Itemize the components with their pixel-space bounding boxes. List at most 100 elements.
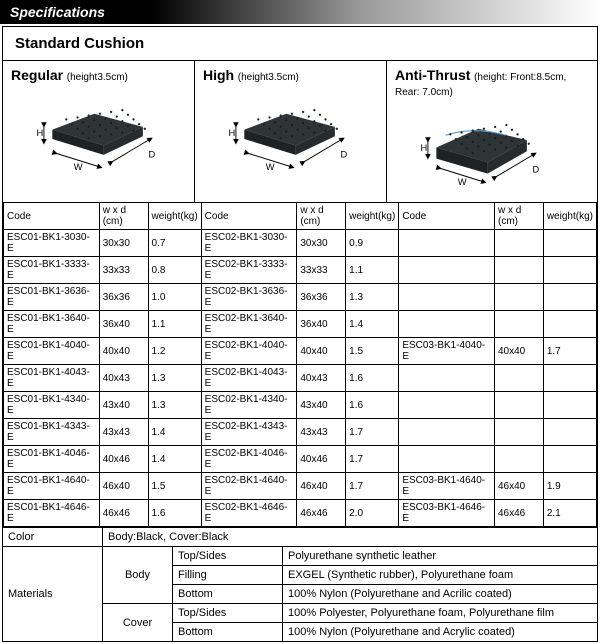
cover-label: Cover (103, 603, 173, 641)
table-cell: 1.0 (148, 284, 201, 311)
table-cell: 1.5 (148, 473, 201, 500)
table-cell: 30x30 (99, 230, 148, 257)
table-cell (495, 311, 544, 338)
table-cell (543, 392, 596, 419)
table-cell: 36x40 (99, 311, 148, 338)
table-cell: 1.1 (346, 257, 399, 284)
table-cell (399, 446, 495, 473)
table-cell: 0.7 (148, 230, 201, 257)
table-cell (495, 365, 544, 392)
table-cell (543, 419, 596, 446)
table-cell: ESC03-BK1-4040-E (399, 338, 495, 365)
svg-text:H: H (420, 143, 427, 153)
table-row: ESC01-BK1-4040-E40x401.2ESC02-BK1-4040-E… (4, 338, 597, 365)
table-cell: 46x46 (297, 500, 346, 527)
table-cell: 33x33 (297, 257, 346, 284)
table-cell: 43x40 (99, 392, 148, 419)
table-cell: 40x46 (99, 446, 148, 473)
table-cell: 0.9 (346, 230, 399, 257)
table-row: ESC01-BK1-4046-E40x461.4ESC02-BK1-4046-E… (4, 446, 597, 473)
table-cell: ESC02-BK1-3333-E (201, 257, 297, 284)
col-header: w x d (cm) (99, 203, 148, 230)
svg-text:D: D (532, 165, 539, 175)
variant-high: High (height3.5cm) H W D (195, 61, 387, 202)
table-cell: 1.2 (148, 338, 201, 365)
table-cell: 46x40 (495, 473, 544, 500)
table-cell: ESC02-BK1-3640-E (201, 311, 297, 338)
variant-title: High (height3.5cm) (203, 67, 378, 83)
table-cell (495, 419, 544, 446)
table-cell: 40x40 (495, 338, 544, 365)
table-cell (495, 257, 544, 284)
table-cell: 0.8 (148, 257, 201, 284)
table-cell: 1.6 (346, 392, 399, 419)
table-cell: ESC02-BK1-4640-E (201, 473, 297, 500)
table-cell: ESC01-BK1-4340-E (4, 392, 100, 419)
table-cell (543, 365, 596, 392)
table-cell: 36x36 (297, 284, 346, 311)
table-row: ESC01-BK1-3333-E33x330.8ESC02-BK1-3333-E… (4, 257, 597, 284)
table-cell: ESC01-BK1-3636-E (4, 284, 100, 311)
table-cell: 40x43 (297, 365, 346, 392)
table-cell: 33x33 (99, 257, 148, 284)
table-cell (399, 257, 495, 284)
col-header: weight(kg) (346, 203, 399, 230)
svg-text:W: W (73, 162, 82, 172)
table-row: ESC01-BK1-4640-E46x401.5ESC02-BK1-4640-E… (4, 473, 597, 500)
table-cell (543, 311, 596, 338)
svg-text:H: H (36, 128, 43, 138)
table-cell: ESC01-BK1-4040-E (4, 338, 100, 365)
table-cell: 1.1 (148, 311, 201, 338)
table-cell: 1.3 (346, 284, 399, 311)
materials-label: Materials (3, 546, 103, 641)
table-cell: 1.7 (346, 446, 399, 473)
table-cell (495, 230, 544, 257)
table-cell: 2.0 (346, 500, 399, 527)
table-cell (543, 230, 596, 257)
table-cell: 1.3 (148, 392, 201, 419)
mat-part: Bottom (173, 623, 283, 641)
table-row: ESC01-BK1-4343-E43x431.4ESC02-BK1-4343-E… (4, 419, 597, 446)
cushion-illustration: H W D (29, 87, 169, 177)
spec-table: Codew x d (cm)weight(kg)Codew x d (cm)we… (3, 202, 597, 527)
table-cell: ESC03-BK1-4646-E (399, 500, 495, 527)
table-cell: ESC01-BK1-4343-E (4, 419, 100, 446)
svg-text:D: D (148, 150, 155, 160)
col-header: Code (4, 203, 100, 230)
table-cell: 43x43 (297, 419, 346, 446)
table-cell (399, 419, 495, 446)
table-cell: 36x36 (99, 284, 148, 311)
table-cell: 1.9 (543, 473, 596, 500)
table-cell: ESC02-BK1-4340-E (201, 392, 297, 419)
table-row: ESC01-BK1-3030-E30x300.7ESC02-BK1-3030-E… (4, 230, 597, 257)
table-cell: ESC02-BK1-4646-E (201, 500, 297, 527)
table-cell: 30x30 (297, 230, 346, 257)
spec-container: Standard Cushion Regular (height3.5cm) H… (2, 26, 598, 642)
col-header: w x d (cm) (297, 203, 346, 230)
table-cell: ESC02-BK1-4043-E (201, 365, 297, 392)
table-cell: 43x43 (99, 419, 148, 446)
table-cell: ESC01-BK1-4046-E (4, 446, 100, 473)
table-cell (399, 230, 495, 257)
mat-part: Filling (173, 566, 283, 584)
table-cell (543, 284, 596, 311)
col-header: weight(kg) (148, 203, 201, 230)
cushion-illustration: H W D (221, 87, 361, 177)
table-cell: 1.4 (346, 311, 399, 338)
variant-regular: Regular (height3.5cm) H W D (3, 61, 195, 202)
table-cell: ESC02-BK1-4343-E (201, 419, 297, 446)
table-cell: 46x40 (99, 473, 148, 500)
table-cell (543, 446, 596, 473)
table-cell: ESC02-BK1-3030-E (201, 230, 297, 257)
mat-value: 100% Nylon (Polyurethane and Acrilic coa… (283, 585, 597, 603)
svg-text:W: W (458, 177, 467, 187)
table-cell (399, 284, 495, 311)
table-cell: 46x46 (495, 500, 544, 527)
table-cell: 40x40 (297, 338, 346, 365)
table-cell (495, 446, 544, 473)
table-cell: 1.3 (148, 365, 201, 392)
table-cell: 40x43 (99, 365, 148, 392)
table-cell: ESC02-BK1-3636-E (201, 284, 297, 311)
table-cell: 46x40 (297, 473, 346, 500)
table-cell (399, 392, 495, 419)
